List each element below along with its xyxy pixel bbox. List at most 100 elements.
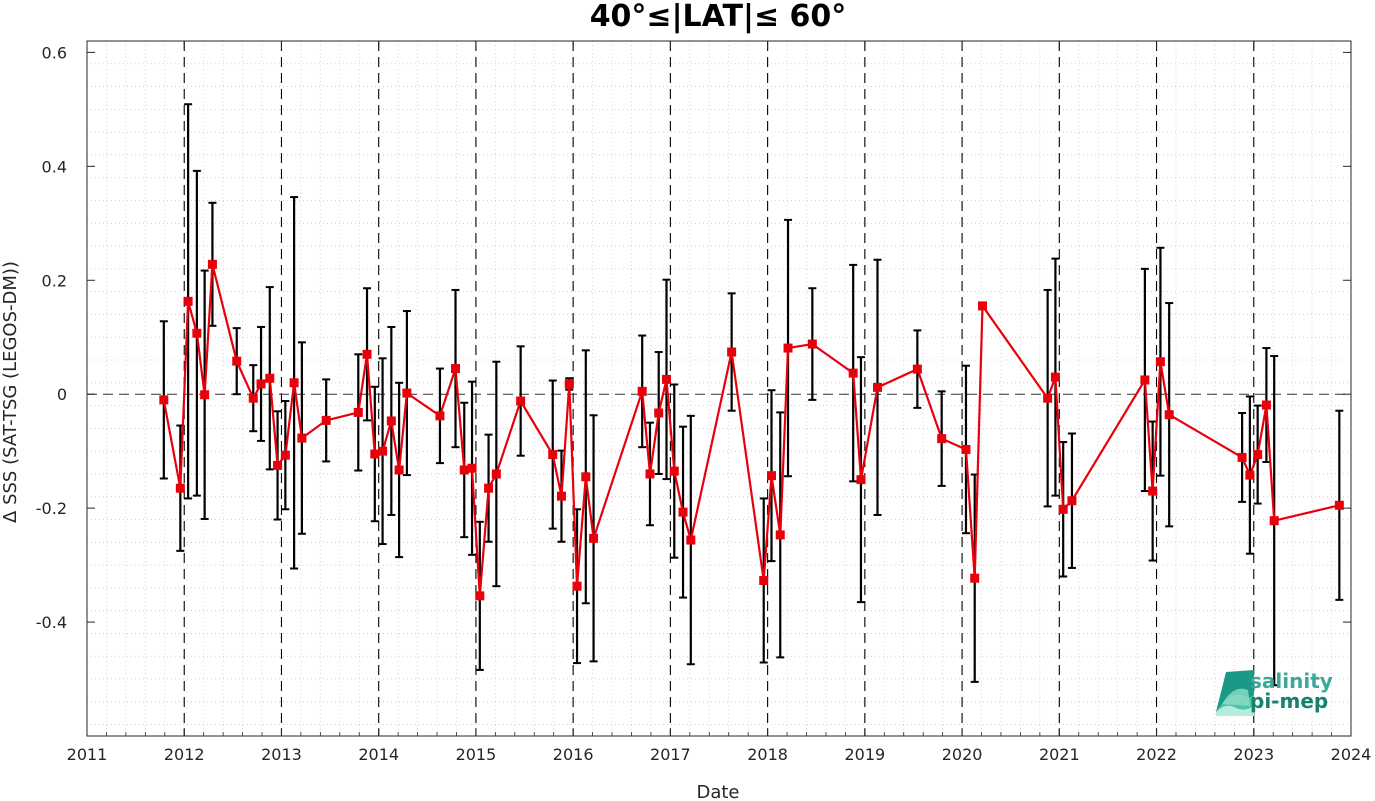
data-point-marker: [321, 415, 331, 425]
data-point-marker: [475, 591, 485, 601]
data-point-marker: [248, 393, 258, 403]
data-point-marker: [378, 446, 388, 456]
data-point-marker: [256, 379, 266, 389]
data-point-marker: [1155, 357, 1165, 367]
data-point-marker: [1253, 450, 1263, 460]
x-tick-label: 2013: [261, 745, 302, 764]
data-point-marker: [775, 530, 785, 540]
y-tick-labels: -0.4 -0.2 0 0.2 0.4 0.6: [36, 43, 67, 632]
data-point-marker: [175, 483, 185, 493]
data-point-marker: [362, 349, 372, 359]
data-point-marker: [970, 573, 980, 583]
data-point-marker: [564, 379, 574, 389]
data-point-marker: [1043, 393, 1053, 403]
y-tick-label: -0.4: [36, 613, 67, 632]
x-tick-label: 2022: [1136, 745, 1177, 764]
data-point-marker: [232, 356, 242, 366]
reference-lines: [87, 41, 1351, 736]
x-tick-label: 2024: [1331, 745, 1372, 764]
data-point-marker: [572, 581, 582, 591]
salinity-pi-mep-logo: salinity pi-mep: [1216, 669, 1333, 716]
data-point-marker: [297, 433, 307, 443]
minor-grid: [87, 41, 1351, 736]
data-point-marker: [637, 386, 647, 396]
logo-line-2: pi-mep: [1250, 689, 1328, 713]
data-point-marker: [183, 296, 193, 306]
logo-line-1: salinity: [1250, 669, 1333, 693]
x-tick-label: 2019: [844, 745, 885, 764]
data-point-marker: [516, 396, 526, 406]
data-point-marker: [581, 472, 591, 482]
x-tick-labels: 2011 2012 2013 2014 2015 2016 2017 2018 2019 2020…: [67, 745, 1372, 764]
data-point-marker: [1148, 486, 1158, 496]
data-point-marker: [370, 449, 380, 459]
series-markers: [159, 259, 1344, 601]
data-point-marker: [394, 465, 404, 475]
x-tick-label: 2014: [358, 745, 399, 764]
data-point-marker: [280, 450, 290, 460]
wave-logo-icon: [1216, 670, 1254, 716]
y-tick-label: 0.4: [42, 157, 67, 176]
x-tick-label: 2020: [942, 745, 983, 764]
data-point-marker: [1164, 410, 1174, 420]
data-point-marker: [1245, 470, 1255, 480]
data-point-marker: [1140, 375, 1150, 385]
data-point-marker: [459, 465, 469, 475]
data-point-marker: [435, 411, 445, 421]
data-point-marker: [654, 408, 664, 418]
x-tick-label: 2012: [164, 745, 205, 764]
data-point-marker: [759, 575, 769, 585]
data-point-marker: [783, 343, 793, 353]
x-tick-label: 2018: [747, 745, 788, 764]
data-point-marker: [548, 450, 558, 460]
y-tick-label: 0.2: [42, 271, 67, 290]
data-point-marker: [207, 259, 217, 269]
x-tick-label: 2023: [1233, 745, 1274, 764]
plot-area-frame: [86, 40, 1352, 737]
data-point-marker: [856, 475, 866, 485]
x-axis-label: Date: [696, 782, 739, 801]
y-tick-label: 0: [57, 385, 67, 404]
data-point-marker: [402, 388, 412, 398]
axis-ticks: [86, 41, 1352, 736]
data-point-marker: [589, 533, 599, 543]
data-point-marker: [159, 395, 169, 405]
data-point-marker: [661, 374, 671, 384]
chart-title: 40°≤|LAT|≤ 60°: [590, 0, 847, 34]
data-point-marker: [727, 347, 737, 357]
x-tick-label: 2011: [67, 745, 108, 764]
data-point-marker: [1261, 400, 1271, 410]
data-point-marker: [265, 373, 275, 383]
data-point-marker: [200, 390, 210, 400]
data-point-marker: [977, 301, 987, 311]
data-point-marker: [678, 507, 688, 517]
y-tick-label: -0.2: [36, 499, 67, 518]
x-tick-label: 2015: [456, 745, 497, 764]
data-point-marker: [937, 434, 947, 444]
data-point-marker: [872, 382, 882, 392]
y-tick-label: 0.6: [42, 43, 67, 62]
data-point-marker: [484, 483, 494, 493]
data-point-marker: [1067, 496, 1077, 506]
data-point-marker: [289, 378, 299, 388]
data-point-marker: [192, 328, 202, 338]
data-point-marker: [767, 471, 777, 481]
x-tick-label: 2017: [650, 745, 691, 764]
data-point-marker: [912, 364, 922, 374]
data-point-marker: [1050, 372, 1060, 382]
data-point-marker: [353, 407, 363, 417]
x-tick-label: 2021: [1039, 745, 1080, 764]
data-point-marker: [848, 368, 858, 378]
data-point-marker: [961, 444, 971, 454]
data-point-marker: [1269, 516, 1279, 526]
data-point-marker: [1237, 452, 1247, 462]
data-point-marker: [1058, 504, 1068, 514]
data-point-marker: [645, 469, 655, 479]
series-line: [162, 263, 1340, 597]
data-point-marker: [686, 535, 696, 545]
data-point-marker: [556, 491, 566, 501]
data-point-marker: [491, 469, 501, 479]
y-axis-label: Δ SSS (SAT-TSG (LEGOS-DM)): [0, 261, 21, 523]
data-point-marker: [807, 339, 817, 349]
